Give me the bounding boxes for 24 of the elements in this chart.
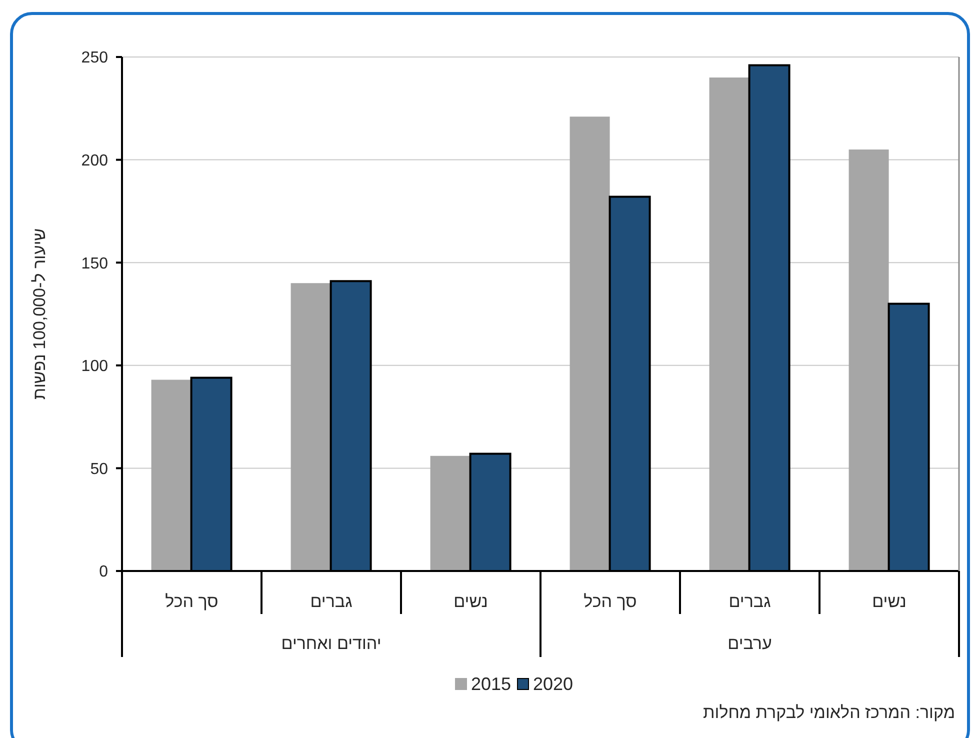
- bar: [709, 78, 750, 571]
- y-tick-label: 50: [90, 460, 108, 478]
- bar: [570, 116, 610, 571]
- text: יהודים ואחרים: [281, 634, 382, 653]
- y-axis-title: שיעור ל-100,000 נפשות: [29, 227, 50, 402]
- bar: [430, 456, 470, 571]
- x-tick-label: נשים: [454, 592, 488, 611]
- bar: [848, 150, 889, 571]
- x-tick-label: סך הכל: [165, 592, 218, 611]
- legend-label: 2020: [533, 674, 574, 694]
- y-tick-label: 200: [81, 152, 108, 170]
- x-tick-label: גברים: [728, 592, 771, 611]
- bar: [290, 283, 331, 571]
- x-tick-label: נשים: [872, 592, 906, 611]
- text: מקור: המרכז הלאומי לבקרת מחלות: [703, 703, 955, 723]
- text: ערבים: [728, 634, 772, 653]
- y-tick-label: 250: [81, 50, 108, 67]
- x-tick-label: גברים: [310, 592, 352, 611]
- legend-label: 2015: [470, 674, 511, 694]
- bar: [151, 380, 192, 571]
- y-tick-label: 100: [81, 358, 108, 376]
- y-tick-label: 150: [81, 255, 108, 272]
- x-tick-label: סך הכל: [584, 592, 637, 611]
- y-tick-label: 0: [99, 564, 108, 581]
